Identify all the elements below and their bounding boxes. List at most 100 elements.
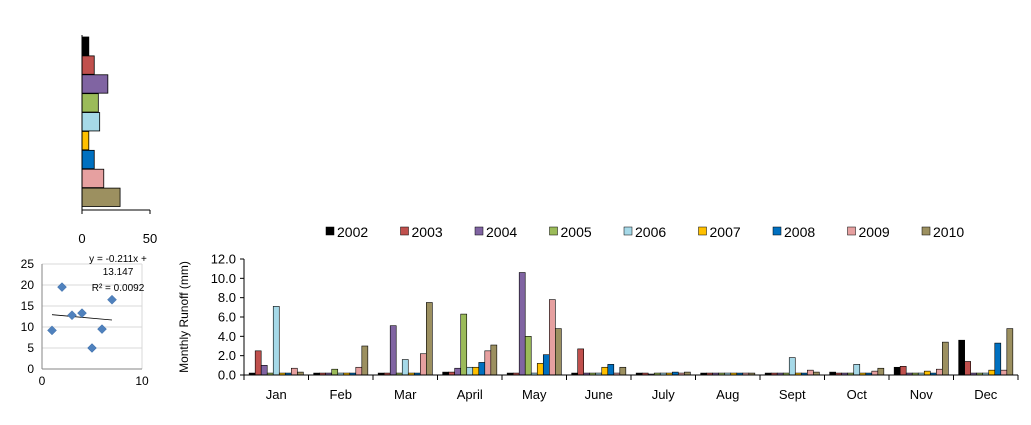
bar-june-2007: [601, 366, 609, 376]
trendline-equation-label: R² = 0.0092: [92, 283, 145, 294]
annual-horizontal-bar-chart: 0 50: [78, 35, 157, 246]
legend-swatch-2007: [698, 226, 707, 236]
legend-swatch-2010: [921, 226, 931, 236]
monthly-runoff-bar-chart: 0.0 2.0 4.0 6.0 8.0 10.0 12.0 Monthly Runoff (m…: [177, 224, 1019, 402]
bar-dec-2002: [958, 339, 965, 376]
bar-april-2006: [466, 366, 474, 376]
legend-swatch-2006: [623, 226, 633, 236]
bar-jan-2006: [272, 306, 280, 376]
bar-may-2009: [548, 299, 556, 376]
scatter-y-tick-label: 5: [27, 341, 34, 355]
scatter-y-tick-label: 25: [21, 257, 35, 271]
bar-mar-2004: [389, 325, 397, 376]
main-x-tick-label: June: [585, 387, 613, 402]
main-y-tick-label: 10.0: [211, 271, 236, 286]
trendline-equation-label: y = -0.211x +: [89, 254, 147, 265]
legend-swatch-2008: [772, 226, 782, 236]
scatter-x-tick-label: 0: [39, 374, 46, 388]
bar-oct-2010: [877, 367, 885, 376]
main-x-tick-label: Sept: [779, 387, 806, 402]
bar-may-2008: [542, 354, 550, 376]
main-x-tick-label: April: [457, 387, 483, 402]
main-y-tick-label: 12.0: [211, 252, 236, 267]
hbar-2007: [81, 131, 90, 151]
scatter-y-tick-label: 20: [21, 278, 35, 292]
bar-may-2004: [518, 272, 526, 376]
scatter-y-tick-label: 10: [21, 320, 35, 334]
legend-label-2010: 2010: [933, 224, 964, 240]
legend-swatch-2005: [549, 226, 558, 236]
bar-sept-2006: [788, 357, 796, 376]
hbar-2008: [81, 149, 95, 170]
legend-label-2009: 2009: [859, 224, 890, 240]
bar-jan-2004: [260, 365, 268, 376]
hbar-2003: [81, 55, 95, 75]
bar-sept-2009: [806, 369, 814, 376]
legend-label-2002: 2002: [337, 224, 368, 240]
bar-oct-2009: [871, 370, 879, 376]
legend-label-2007: 2007: [710, 224, 741, 240]
main-x-tick-label: Mar: [394, 387, 417, 402]
scatter-x-tick-label: 10: [135, 374, 149, 388]
main-y-axis-label: Monthly Runoff (mm): [177, 261, 191, 373]
legend-label-2008: 2008: [784, 224, 815, 240]
bar-feb-2009: [355, 366, 363, 376]
hbar-2005: [81, 93, 99, 113]
main-x-tick-label: Nov: [910, 387, 934, 402]
main-x-tick-label: Oct: [847, 387, 868, 402]
trendline-equation-label: 13.147: [103, 267, 134, 278]
main-y-tick-label: 6.0: [218, 310, 236, 325]
bar-jan-2003: [254, 350, 262, 376]
legend-swatch-2003: [400, 226, 409, 236]
main-y-tick-label: 8.0: [218, 290, 236, 305]
scatter-point-5: [87, 343, 97, 353]
main-x-tick-label: Jan: [266, 387, 287, 402]
bar-june-2010: [619, 366, 627, 376]
scatter-point-1: [47, 325, 57, 336]
hbar-2006: [81, 112, 101, 132]
bar-nov-2009: [935, 368, 943, 376]
main-y-tick-label: 2.0: [218, 348, 236, 363]
scatter-point-4: [77, 308, 87, 318]
hbar-2009: [81, 168, 105, 189]
bar-april-2007: [472, 366, 480, 376]
legend-swatch-2009: [847, 226, 856, 236]
scatter-point-7: [107, 294, 117, 305]
legend-label-2004: 2004: [486, 224, 517, 240]
scatter-point-3: [67, 310, 77, 321]
bar-feb-2005: [331, 368, 339, 376]
bar-dec-2008: [994, 342, 1002, 376]
hbar-2004: [81, 74, 109, 94]
bar-mar-2006: [401, 359, 409, 376]
main-x-tick-label: Feb: [330, 387, 352, 402]
main-x-tick-label: Dec: [974, 387, 998, 402]
bar-feb-2010: [361, 345, 369, 376]
bar-nov-2007: [923, 370, 931, 376]
bar-may-2010: [555, 328, 562, 376]
hbar-x-tick-label: 0: [78, 231, 85, 246]
bar-oct-2006: [853, 364, 861, 376]
bar-mar-2010: [426, 302, 433, 376]
legend-swatch-2002: [325, 226, 335, 236]
scatter-point-2: [57, 282, 67, 292]
bar-june-2008: [607, 364, 615, 376]
main-x-tick-label: May: [522, 387, 547, 402]
legend-swatch-2004: [474, 226, 484, 236]
legend-label-2006: 2006: [635, 224, 666, 240]
bar-june-2003: [577, 348, 584, 376]
hbar-x-tick-label: 50: [143, 231, 157, 246]
bar-mar-2009: [419, 353, 427, 376]
bar-april-2005: [460, 313, 468, 376]
bar-dec-2010: [1006, 328, 1014, 376]
hbar-2002: [81, 36, 90, 56]
bar-dec-2003: [964, 361, 971, 376]
bar-dec-2007: [988, 369, 996, 376]
bar-nov-2002: [893, 366, 901, 376]
scatter-point-6: [97, 324, 107, 334]
scatter-y-tick-label: 15: [21, 299, 35, 313]
bar-jan-2009: [290, 367, 298, 376]
bar-april-2004: [454, 367, 462, 376]
bar-dec-2009: [1000, 369, 1008, 376]
hbar-2010: [81, 187, 121, 207]
